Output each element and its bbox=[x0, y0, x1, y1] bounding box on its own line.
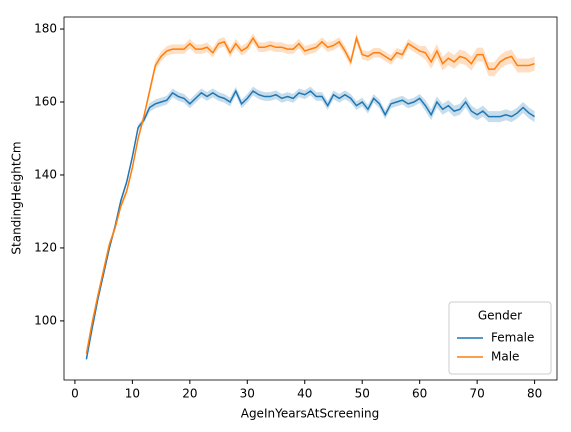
ci-band bbox=[86, 86, 535, 363]
x-tick-label: 50 bbox=[355, 387, 370, 401]
series-line bbox=[85, 89, 535, 360]
x-tick-label: 60 bbox=[412, 387, 427, 401]
x-tick-label: 20 bbox=[182, 387, 197, 401]
series-line bbox=[85, 35, 535, 354]
legend-label: Male bbox=[491, 350, 519, 364]
x-tick-label: 40 bbox=[297, 387, 312, 401]
legend-title: Gender bbox=[478, 309, 522, 323]
legend-label: Female bbox=[491, 331, 534, 345]
x-tick-label: 0 bbox=[71, 387, 79, 401]
x-axis-label: AgeInYearsAtScreening bbox=[241, 407, 380, 421]
plot-frame bbox=[63, 16, 558, 381]
y-axis-label: StandingHeightCm bbox=[10, 141, 24, 254]
y-tick-label: 180 bbox=[34, 22, 57, 36]
y-tick-label: 120 bbox=[34, 240, 57, 254]
legend-box bbox=[448, 301, 552, 375]
x-tick-label: 70 bbox=[469, 387, 484, 401]
y-tick-label: 100 bbox=[34, 313, 57, 327]
x-tick-label: 30 bbox=[240, 387, 255, 401]
x-tick-label: 80 bbox=[527, 387, 542, 401]
x-tick-label: 10 bbox=[125, 387, 140, 401]
ci-band bbox=[86, 33, 535, 358]
y-tick-label: 160 bbox=[34, 95, 57, 109]
y-tick-label: 140 bbox=[34, 167, 57, 181]
